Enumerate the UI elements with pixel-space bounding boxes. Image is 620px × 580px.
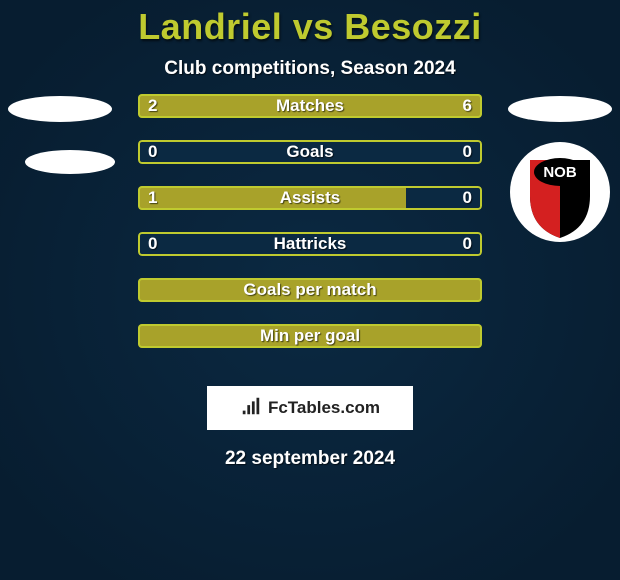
badge-text: NOB: [543, 164, 577, 181]
stat-label: Min per goal: [138, 324, 482, 348]
stat-label: Goals per match: [138, 278, 482, 302]
page-title: Landriel vs Besozzi: [0, 6, 620, 48]
stat-label: Assists: [138, 186, 482, 210]
player-right-placeholder-icon: [508, 96, 612, 122]
stat-label: Matches: [138, 94, 482, 118]
stat-row: Min per goal: [138, 324, 482, 348]
stat-row: Goals0 0: [138, 140, 482, 164]
stat-row: Matches2 6: [138, 94, 482, 118]
stat-value-left: 0: [148, 140, 157, 164]
stat-label: Hattricks: [138, 232, 482, 256]
stat-label: Goals: [138, 140, 482, 164]
watermark: FcTables.com: [207, 386, 413, 430]
stat-value-right: 6: [463, 94, 472, 118]
date-text: 22 september 2024: [0, 448, 620, 470]
watermark-text: FcTables.com: [268, 398, 380, 418]
player-right-club-badge-icon: NOB: [510, 142, 610, 242]
stat-value-right: 0: [463, 232, 472, 256]
stat-value-left: 2: [148, 94, 157, 118]
stat-row: Goals per match: [138, 278, 482, 302]
watermark-logo-icon: [240, 395, 262, 422]
comparison-card: Landriel vs Besozzi Club competitions, S…: [0, 0, 620, 470]
stat-row: Assists1 0: [138, 186, 482, 210]
stat-value-right: 0: [463, 140, 472, 164]
stat-value-right: 0: [463, 186, 472, 210]
player-left-placeholder-icon: [8, 96, 112, 122]
stat-bars: Matches26Goals00Assists10Hattricks00Goal…: [138, 94, 482, 348]
page-subtitle: Club competitions, Season 2024: [0, 58, 620, 80]
stat-value-left: 1: [148, 186, 157, 210]
compare-area: NOB Matches26Goals00Assists10Hattricks00…: [0, 108, 620, 368]
stat-row: Hattricks0 0: [138, 232, 482, 256]
stat-value-left: 0: [148, 232, 157, 256]
player-left-club-placeholder-icon: [25, 150, 115, 174]
